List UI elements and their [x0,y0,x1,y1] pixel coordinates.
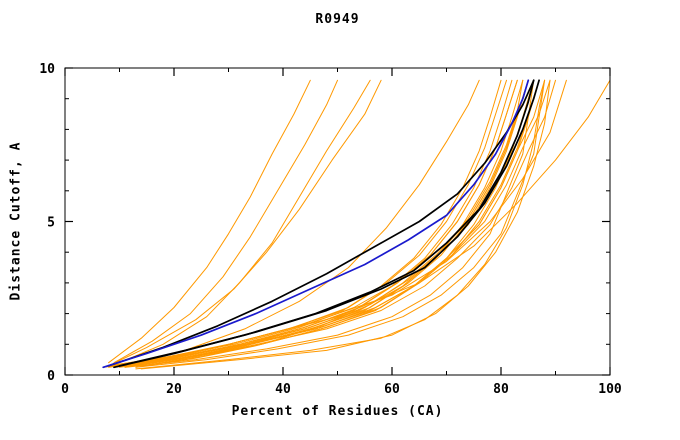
curve-orange-19 [124,79,535,368]
curve-orange-04 [108,79,382,367]
curve-orange-27 [140,79,551,370]
curve-orange-22 [102,79,529,368]
chart-title: R0949 [315,12,360,27]
y-axis-label: Distance Cutoff, A [8,141,24,301]
curve-orange-20 [129,79,524,367]
curve-orange-03 [119,79,371,364]
curve-blue-1 [102,79,530,369]
curve-orange-01 [108,79,311,364]
curve-orange-26 [135,79,546,370]
curve-orange-02 [113,79,338,364]
curve-orange-18 [119,79,556,368]
curve-orange-24 [113,79,540,368]
curve-orange-07 [129,79,567,367]
curve-black-3 [113,79,535,369]
y-tick-label: 0 [47,369,55,384]
x-tick-label: 60 [384,382,400,397]
curve-orange-05 [124,79,480,367]
curve-orange-23 [108,79,518,367]
y-tick-label: 5 [47,216,55,231]
x-tick-label: 40 [275,382,291,397]
curve-orange-21 [135,79,546,368]
x-tick-label: 0 [61,382,69,397]
y-tick-label: 10 [39,62,55,77]
x-tick-label: 20 [166,382,182,397]
curve-orange-09 [108,79,507,367]
x-axis-label: Percent of Residues (CA) [231,404,444,419]
x-tick-label: 100 [598,382,622,397]
curve-orange-25 [119,79,529,367]
x-tick-label: 80 [493,382,509,397]
